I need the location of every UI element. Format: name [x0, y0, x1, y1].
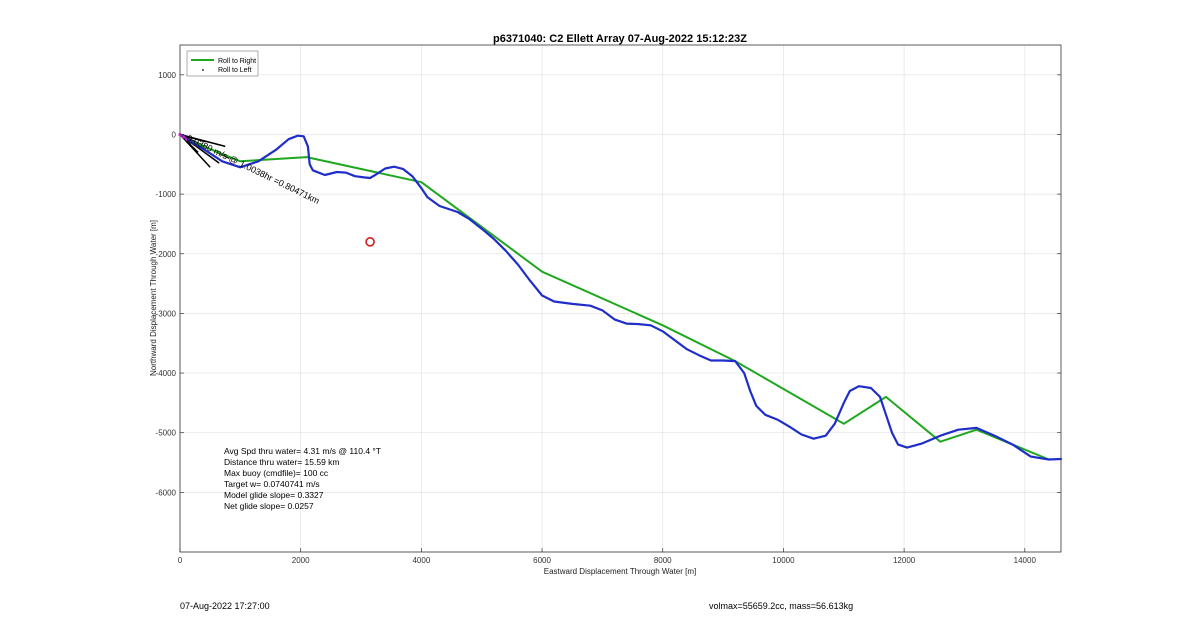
axes-frame [179, 44, 1062, 553]
footer-timestamp: 07-Aug-2022 17:27:00 [180, 601, 270, 611]
series-track-line [178, 133, 1063, 461]
stat-max-buoy: Max buoy (cmdfile)= 100 cc [224, 468, 329, 478]
series-layer [178, 132, 1063, 461]
target-marker [365, 237, 375, 247]
series-roll-left-point [188, 142, 191, 145]
x-tick-label: 10000 [772, 556, 795, 565]
stat-distance: Distance thru water= 15.59 km [224, 457, 340, 467]
x-tick-label: 2000 [292, 556, 310, 565]
x-tick-label: 0 [178, 556, 183, 565]
stat-net-glide-slope: Net glide slope= 0.0257 [224, 501, 314, 511]
y-tick-label: 1000 [158, 71, 176, 80]
y-axis-title: Northward Displacement Through Water [m] [149, 220, 158, 376]
legend-box [186, 50, 259, 77]
origin-marker [185, 137, 189, 141]
x-tick-label: 4000 [412, 556, 430, 565]
y-tick-label: -2000 [156, 250, 177, 259]
stat-target-w: Target w= 0.0740741 m/s [224, 479, 320, 489]
stat-model-glide-slope: Model glide slope= 0.3327 [224, 490, 324, 500]
stat-avg-speed: Avg Spd thru water= 4.31 m/s @ 110.4 °T [224, 446, 381, 456]
x-tick-label: 12000 [893, 556, 916, 565]
tick-labels: 0 2000 4000 6000 8000 10000 12000 1400010000-10… [156, 71, 1061, 565]
y-tick-label: -1000 [156, 190, 177, 199]
stats-block: Avg Spd thru water= 4.31 m/s @ 110.4 °T … [224, 446, 381, 511]
x-axis-title: Eastward Displacement Through Water [m] [544, 567, 697, 576]
legend-label-roll-right: Roll to Right [218, 58, 256, 65]
origin-marker [178, 132, 182, 137]
series-roll-right-line [179, 133, 1050, 461]
x-tick-label: 6000 [533, 556, 551, 565]
legend-label-roll-left: Roll to Left [218, 67, 252, 74]
y-tick-label: -4000 [156, 369, 177, 378]
y-tick-label: -5000 [156, 429, 177, 438]
footer-volmax-mass: volmax=55659.2cc, mass=56.613kg [709, 601, 854, 611]
legend: Roll to Right Roll to Left [186, 50, 259, 77]
x-tick-label: 14000 [1014, 556, 1037, 565]
legend-swatch-roll-left [202, 69, 204, 71]
origin-marker [182, 135, 186, 139]
y-tick-label: -6000 [156, 488, 177, 497]
y-tick-label: 0 [172, 130, 177, 139]
grid [179, 45, 1061, 552]
y-tick-label: -3000 [156, 309, 177, 318]
x-tick-label: 8000 [654, 556, 672, 565]
chart-title: p6371040: C2 Ellett Array 07-Aug-2022 15… [493, 33, 747, 45]
